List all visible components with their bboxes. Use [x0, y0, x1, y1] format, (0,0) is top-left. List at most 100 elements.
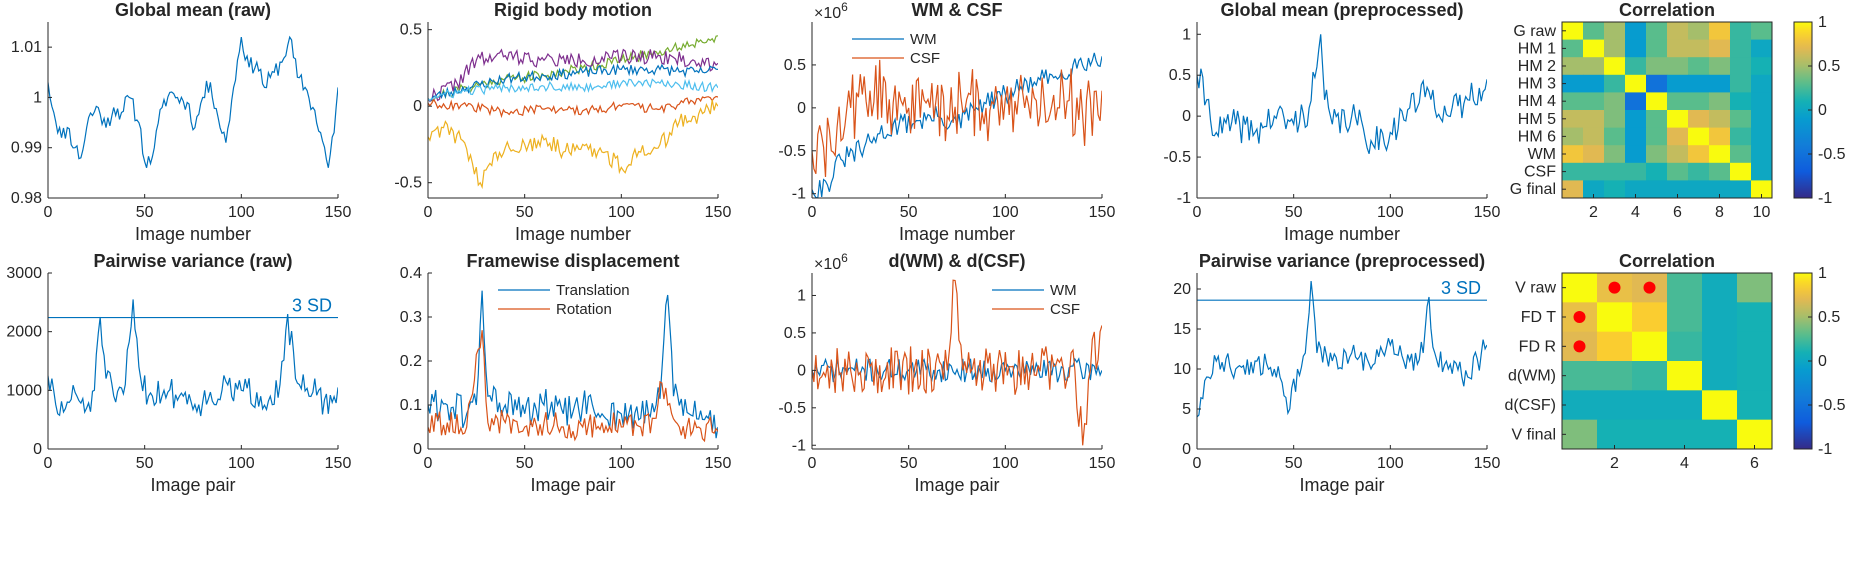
x-tick-label: 0	[808, 455, 817, 472]
heatmap-cell	[1737, 331, 1773, 362]
x-axis-label: Image pair	[530, 475, 615, 495]
heatmap-cell	[1730, 39, 1752, 58]
heatmap-cell	[1730, 22, 1752, 40]
x-tick-label: 0	[44, 204, 53, 221]
legend-entry: Rotation	[556, 301, 612, 318]
x-axis-label: Image pair	[150, 475, 235, 495]
row-label: FD T	[1521, 309, 1556, 326]
series-line-1	[48, 299, 338, 417]
heatmap-cell	[1751, 22, 1773, 40]
heatmap-cell	[1562, 22, 1584, 40]
heatmap-cell	[1562, 110, 1584, 128]
heatmap-cell	[1730, 145, 1752, 164]
y-tick-label: 0.3	[400, 309, 422, 326]
chart-title: Framewise displacement	[466, 251, 679, 271]
x-tick-label: 150	[1474, 204, 1501, 221]
x-tick-label: 0	[424, 204, 433, 221]
heatmap-cell	[1751, 162, 1773, 181]
chart-title: Rigid body motion	[494, 0, 652, 20]
y-tick-label: -1	[792, 186, 806, 203]
heatmap-cell	[1709, 92, 1731, 111]
row-label: HM 4	[1518, 93, 1556, 110]
heatmap-cell	[1709, 180, 1731, 199]
series-line-5	[428, 95, 718, 119]
x-axis-label: Image number	[899, 224, 1015, 244]
heatmap-cell	[1646, 162, 1668, 181]
series-line-3	[428, 63, 718, 102]
heatmap-2: V raw FD T FD R d(WM) d(CSF) V final 2 4 6 Correl…	[1504, 251, 1845, 472]
heatmap-cell	[1688, 180, 1710, 199]
y-tick-label: -1	[792, 437, 806, 454]
x-tick-label: 50	[1285, 455, 1303, 472]
x-tick-label: 100	[992, 455, 1019, 472]
heatmap-cell	[1604, 22, 1626, 40]
row-label: V raw	[1515, 280, 1556, 297]
x-tick-label: 0	[1193, 455, 1202, 472]
colorbar-tick-label: -0.5	[1818, 146, 1846, 163]
heatmap-cell	[1688, 127, 1710, 146]
y-tick-label: -0.5	[778, 400, 806, 417]
x-axis-label: Image number	[1284, 224, 1400, 244]
row-label: HM 3	[1518, 76, 1556, 93]
row-label: G raw	[1513, 23, 1556, 40]
y-tick-label: 0.99	[11, 140, 42, 157]
heatmap-cell	[1562, 127, 1584, 146]
x-axis-label: Image number	[515, 224, 631, 244]
heatmap-cell	[1702, 390, 1738, 421]
legend-entry: CSF	[1050, 301, 1080, 318]
x-tick-label: 100	[228, 204, 255, 221]
heatmap-cell	[1583, 57, 1605, 76]
heatmap-cell	[1604, 162, 1626, 181]
row-label: G final	[1510, 181, 1556, 198]
line-chart-6: 0 50 100 150 0 0.1 0.2 0.3 0.4 Framewise displace…	[400, 251, 732, 495]
heatmap-cell	[1625, 162, 1647, 181]
heatmap-cell	[1604, 110, 1626, 128]
heatmap-cell	[1597, 302, 1633, 333]
heatmap-cell	[1751, 180, 1773, 199]
heatmap-cell	[1667, 127, 1689, 146]
x-tick-label: 150	[325, 455, 352, 472]
series-line-2	[428, 48, 718, 103]
series-line-1	[1197, 34, 1487, 154]
axis-exponent: ×106	[814, 0, 848, 22]
heatmap-cell	[1730, 162, 1752, 181]
heatmap-cell	[1604, 57, 1626, 76]
chart-title: Global mean (preprocessed)	[1220, 0, 1463, 20]
heatmap-cell	[1709, 22, 1731, 40]
series-line-6	[428, 99, 718, 190]
line-chart-1: 0 50 100 150 0.98 0.99 1 1.01 Global mean (raw) I…	[11, 0, 352, 244]
heatmap-cell	[1667, 74, 1689, 93]
heatmap-cell	[1604, 145, 1626, 164]
heatmap-cell	[1625, 39, 1647, 58]
heatmap-cell	[1688, 74, 1710, 93]
heatmap-cell	[1646, 127, 1668, 146]
heatmap-cell	[1751, 39, 1773, 58]
x-tick-label: 10	[1753, 204, 1771, 221]
heatmap-cell	[1597, 361, 1633, 391]
heatmap-cell	[1688, 39, 1710, 58]
heatmap-cell	[1709, 162, 1731, 181]
x-axis-label: Image number	[135, 224, 251, 244]
colorbar-tick-label: -1	[1818, 441, 1832, 458]
heatmap-cell	[1562, 92, 1584, 111]
chart-title: d(WM) & d(CSF)	[889, 251, 1026, 271]
heatmap-cell	[1667, 22, 1689, 40]
heatmap-cell	[1709, 39, 1731, 58]
row-label: d(CSF)	[1504, 397, 1556, 414]
series-line-1	[48, 35, 338, 168]
heatmap-cell	[1646, 74, 1668, 93]
colorbar-tick-label: 0	[1818, 353, 1827, 370]
x-tick-label: 100	[1377, 455, 1404, 472]
heatmap-cell	[1702, 419, 1738, 450]
heatmap-cell	[1604, 180, 1626, 199]
heatmap-cell	[1667, 390, 1703, 421]
heatmap-cell	[1730, 180, 1752, 199]
heatmap-cell	[1688, 92, 1710, 111]
x-tick-label: 150	[1089, 455, 1116, 472]
series-line-1	[1197, 280, 1487, 418]
heatmap-cell	[1604, 127, 1626, 146]
y-tick-label: 1000	[6, 382, 42, 399]
threshold-label: 3 SD	[1441, 278, 1481, 298]
